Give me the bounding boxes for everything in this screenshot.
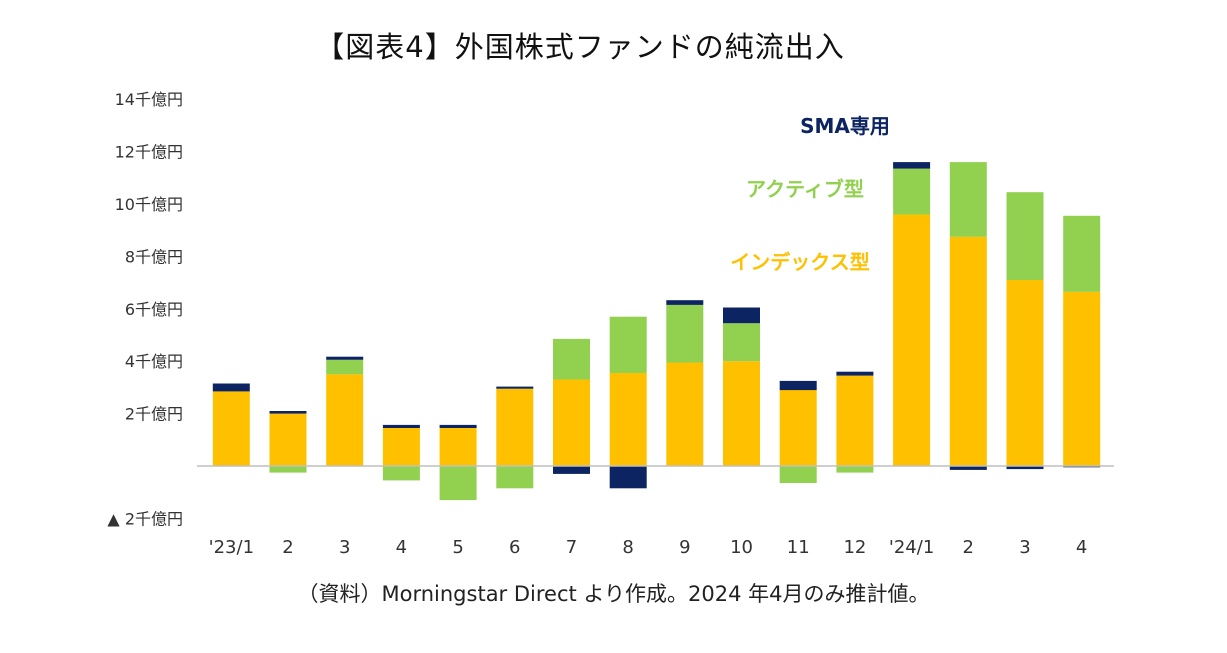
x-axis: '23/1 2 3 4 5 6 7 8 9 10 11 12 '24/1 2 3 4: [209, 537, 1088, 558]
bar-sma: [779, 380, 817, 391]
bar-active: [1063, 215, 1101, 292]
bar-active: [326, 359, 364, 375]
x-tick-label: 6: [509, 537, 520, 558]
x-tick-label: 9: [679, 537, 690, 558]
y-tick-label: 8千億円: [125, 247, 183, 266]
y-axis: 14千億円 12千億円 10千億円 8千億円 6千億円 4千億円 2千億円 ▲ 2千億円: [107, 90, 183, 528]
bar-index: [1006, 280, 1044, 466]
bar-index: [326, 374, 364, 466]
x-tick-label: 3: [339, 537, 350, 558]
bar-sma: [893, 162, 931, 169]
bar-index: [723, 361, 760, 466]
bar-index: [212, 391, 250, 466]
bar-index: [382, 428, 420, 466]
y-tick-label: 6千億円: [125, 300, 183, 319]
chart-title: 【図表4】外国株式ファンドの純流出入: [315, 30, 845, 64]
y-tick-label: 2千億円: [125, 405, 183, 424]
bar-active: [439, 466, 477, 501]
x-tick-label: '24/1: [889, 537, 934, 558]
bar-index: [1063, 291, 1101, 466]
x-tick-label: 4: [1076, 537, 1087, 558]
y-tick-label: 4千億円: [125, 352, 183, 371]
bar-sma: [1006, 466, 1044, 470]
bar-sma: [553, 466, 590, 474]
bar-sma: [836, 371, 874, 376]
x-tick-label: 5: [452, 537, 463, 558]
bar-active: [723, 323, 760, 362]
bar-active: [949, 162, 987, 237]
bar-active: [836, 466, 874, 473]
source-note: （資料）Morningstar Direct より作成。2024 年4月のみ推計…: [297, 582, 930, 606]
y-tick-label: 14千億円: [115, 90, 183, 109]
bar-active: [553, 338, 590, 380]
bar-active: [609, 316, 647, 373]
bar-active: [779, 466, 817, 483]
x-tick-label: 12: [843, 537, 866, 558]
bar-active: [269, 466, 307, 473]
x-tick-label: 2: [963, 537, 974, 558]
bar-index: [666, 362, 704, 466]
bar-sma: [609, 466, 647, 489]
bar-active: [496, 466, 534, 489]
legend-label-index: インデックス型: [730, 250, 869, 274]
bar-sma: [326, 356, 364, 360]
bar-sma: [496, 386, 534, 389]
bar-sma: [269, 411, 307, 414]
bar-index: [779, 390, 817, 466]
bar-index: [949, 236, 987, 467]
bar-sma: [666, 300, 704, 305]
bar-sma: [382, 424, 420, 428]
x-tick-label: 8: [622, 537, 633, 558]
bar-active: [1006, 192, 1044, 280]
x-tick-label: 3: [1019, 537, 1030, 558]
x-tick-label: 11: [787, 537, 810, 558]
y-tick-label: ▲ 2千億円: [107, 509, 183, 528]
legend-label-sma: SMA専用: [800, 114, 890, 138]
bar-active: [893, 168, 931, 215]
x-tick-label: 4: [396, 537, 407, 558]
bar-index: [553, 379, 590, 466]
x-tick-label: 10: [730, 537, 753, 558]
bar-active: [666, 304, 704, 363]
bar-index: [439, 428, 477, 466]
bar-index: [496, 388, 534, 466]
x-tick-label: 7: [566, 537, 577, 558]
bar-index: [609, 373, 647, 466]
bar-index: [836, 375, 874, 466]
y-tick-label: 12千億円: [115, 143, 183, 162]
bar-sma: [949, 466, 987, 470]
bar-index: [893, 214, 931, 466]
bar-sma: [212, 383, 250, 392]
bars: [212, 162, 1101, 501]
legend-label-active: アクティブ型: [746, 177, 864, 201]
bar-sma: [439, 424, 477, 428]
bar-sma: [723, 307, 760, 324]
x-tick-label: '23/1: [209, 537, 254, 558]
x-tick-label: 2: [282, 537, 293, 558]
y-tick-label: 10千億円: [115, 195, 183, 214]
bar-index: [269, 413, 307, 466]
bar-active: [382, 466, 420, 481]
